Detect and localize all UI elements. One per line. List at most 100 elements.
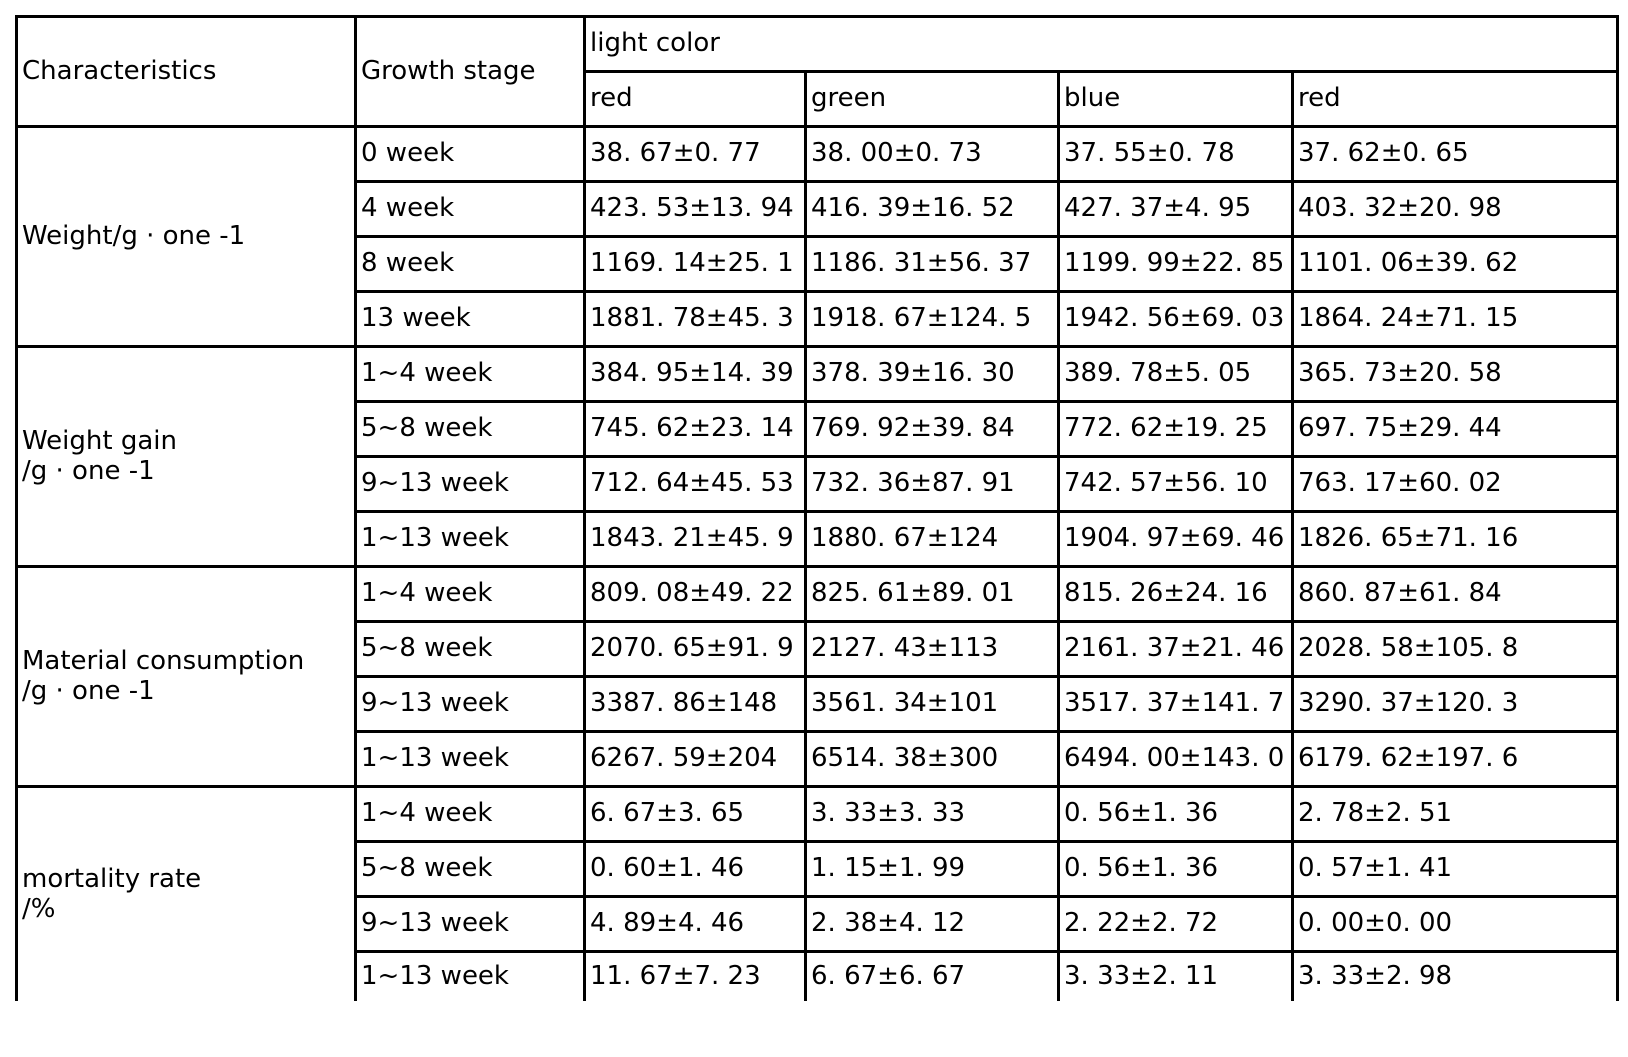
table-row: 13 week 1881. 78±45. 3 1918. 67±124. 5 1942…: [17, 290, 1620, 348]
table-row: mortality rate/% 1~4 week 6. 67±3. 65 3. 33…: [15, 785, 1620, 1001]
value-cell: 2070. 65±91. 9: [583, 620, 807, 678]
value-cell: 37. 55±0. 78: [1057, 125, 1294, 183]
value-cell: 763. 17±60. 02: [1290, 455, 1620, 513]
value-cell: 6179. 62±197. 6: [1290, 730, 1620, 788]
table-row: 5~8 week 2070. 65±91. 9 2127. 43±113 2161. …: [17, 620, 1620, 678]
table-row: Material consumption/g · one -1 1~4 week 8…: [15, 565, 1620, 788]
characteristic-label-line: Material consumption: [22, 645, 305, 676]
characteristic-label-line: Weight gain: [22, 425, 177, 456]
value-cell: 3. 33±2. 11: [1057, 950, 1294, 1001]
header-color-blue: blue: [1057, 70, 1294, 128]
characteristic-cell: mortality rate/%: [15, 785, 357, 1001]
growth-stage-cell: 9~13 week: [354, 895, 586, 953]
value-cell: 1101. 06±39. 62: [1290, 235, 1620, 293]
value-cell: 0. 60±1. 46: [583, 840, 807, 898]
value-cell: 2. 78±2. 51: [1290, 785, 1620, 843]
value-cell: 809. 08±49. 22: [583, 565, 807, 623]
value-cell: 3561. 34±101: [804, 675, 1060, 733]
value-cell: 732. 36±87. 91: [804, 455, 1060, 513]
value-cell: 389. 78±5. 05: [1057, 345, 1294, 403]
growth-stage-cell: 5~8 week: [354, 840, 586, 898]
value-cell: 1186. 31±56. 37: [804, 235, 1060, 293]
header-row-2: red green blue red: [17, 70, 1620, 128]
growth-stage-cell: 1~13 week: [354, 730, 586, 788]
value-cell: 712. 64±45. 53: [583, 455, 807, 513]
table-body: Characteristics Growth stage light color…: [15, 15, 1620, 1001]
growth-stage-cell: 0 week: [354, 125, 586, 183]
table-row: Weight gain/g · one -1 1~4 week 384. 95±14…: [15, 345, 1620, 568]
value-cell: 11. 67±7. 23: [583, 950, 807, 1001]
growth-stage-cell: 1~4 week: [354, 345, 586, 403]
growth-stage-cell: 5~8 week: [354, 620, 586, 678]
value-cell: 825. 61±89. 01: [804, 565, 1060, 623]
value-cell: 3290. 37±120. 3: [1290, 675, 1620, 733]
value-cell: 1942. 56±69. 03: [1057, 290, 1294, 348]
table-row: 1~13 week 6267. 59±204 6514. 38±300 6494. 0…: [17, 730, 1620, 788]
table-row: 9~13 week 3387. 86±148 3561. 34±101 3517. 3…: [17, 675, 1620, 733]
value-cell: 6514. 38±300: [804, 730, 1060, 788]
value-cell: 697. 75±29. 44: [1290, 400, 1620, 458]
value-cell: 2. 38±4. 12: [804, 895, 1060, 953]
growth-stage-cell: 5~8 week: [354, 400, 586, 458]
value-cell: 38. 00±0. 73: [804, 125, 1060, 183]
value-cell: 2127. 43±113: [804, 620, 1060, 678]
value-cell: 2161. 37±21. 46: [1057, 620, 1294, 678]
value-cell: 769. 92±39. 84: [804, 400, 1060, 458]
value-cell: 1880. 67±124: [804, 510, 1060, 568]
value-cell: 427. 37±4. 95: [1057, 180, 1294, 238]
value-cell: 0. 56±1. 36: [1057, 840, 1294, 898]
value-cell: 3. 33±3. 33: [804, 785, 1060, 843]
growth-stage-cell: 1~13 week: [355, 950, 586, 1001]
value-cell: 1169. 14±25. 1: [583, 235, 807, 293]
value-cell: 742. 57±56. 10: [1057, 455, 1294, 513]
characteristic-cell: Material consumption/g · one -1: [15, 565, 357, 788]
value-cell: 2. 22±2. 72: [1057, 895, 1294, 953]
value-cell: 365. 73±20. 58: [1290, 345, 1620, 403]
value-cell: 0. 56±1. 36: [1057, 785, 1294, 843]
value-cell: 6. 67±6. 67: [804, 950, 1060, 1001]
growth-stage-cell: 8 week: [354, 235, 586, 293]
value-cell: 37. 62±0. 65: [1290, 125, 1620, 183]
value-cell: 416. 39±16. 52: [804, 180, 1060, 238]
growth-stage-cell: 4 week: [354, 180, 586, 238]
value-cell: 378. 39±16. 30: [804, 345, 1060, 403]
value-cell: 1881. 78±45. 3: [583, 290, 807, 348]
growth-stage-cell: 13 week: [354, 290, 586, 348]
header-color-red: red: [583, 70, 807, 128]
growth-stage-cell: 1~4 week: [354, 785, 586, 843]
value-cell: 1904. 97±69. 46: [1057, 510, 1294, 568]
table-row: 9~13 week 4. 89±4. 46 2. 38±4. 12 2. 22±2. …: [17, 895, 1620, 953]
table-row: 1~13 week 11. 67±7. 23 6. 67±6. 67 3. 33±2.…: [17, 950, 1620, 1001]
value-cell: 1826. 65±71. 16: [1290, 510, 1620, 568]
growth-stage-cell: 1~4 week: [354, 565, 586, 623]
value-cell: 423. 53±13. 94: [583, 180, 807, 238]
characteristic-cell: Weight/g · one -1: [15, 125, 357, 348]
value-cell: 745. 62±23. 14: [583, 400, 807, 458]
value-cell: 3517. 37±141. 7: [1057, 675, 1294, 733]
characteristic-label-line: /g · one -1: [22, 455, 155, 486]
value-cell: 384. 95±14. 39: [583, 345, 807, 403]
value-cell: 403. 32±20. 98: [1290, 180, 1620, 238]
value-cell: 1. 15±1. 99: [804, 840, 1060, 898]
value-cell: 1918. 67±124. 5: [804, 290, 1060, 348]
value-cell: 2028. 58±105. 8: [1290, 620, 1620, 678]
value-cell: 815. 26±24. 16: [1057, 565, 1294, 623]
table-row: Weight/g · one -1 0 week 38. 67±0. 77 38. 0…: [15, 125, 1620, 348]
value-cell: 38. 67±0. 77: [583, 125, 807, 183]
characteristic-cell: Weight gain/g · one -1: [15, 345, 357, 568]
characteristic-label-line: mortality rate: [22, 863, 202, 894]
characteristic-label-line: /g · one -1: [22, 675, 155, 706]
header-light-color: light color: [582, 15, 1620, 73]
value-cell: 860. 87±61. 84: [1290, 565, 1620, 623]
header-characteristics: Characteristics: [15, 15, 357, 128]
table-row: 9~13 week 712. 64±45. 53 732. 36±87. 91 742…: [17, 455, 1620, 513]
table-row: 5~8 week 0. 60±1. 46 1. 15±1. 99 0. 56±1. 3…: [17, 840, 1620, 898]
growth-stage-cell: 9~13 week: [354, 455, 586, 513]
table-row: 4 week 423. 53±13. 94 416. 39±16. 52 427. 3…: [17, 180, 1620, 238]
value-cell: 1843. 21±45. 9: [583, 510, 807, 568]
growth-stage-cell: 9~13 week: [354, 675, 586, 733]
value-cell: 6494. 00±143. 0: [1057, 730, 1294, 788]
value-cell: 6267. 59±204: [583, 730, 807, 788]
value-cell: 4. 89±4. 46: [583, 895, 807, 953]
growth-stage-cell: 1~13 week: [354, 510, 586, 568]
